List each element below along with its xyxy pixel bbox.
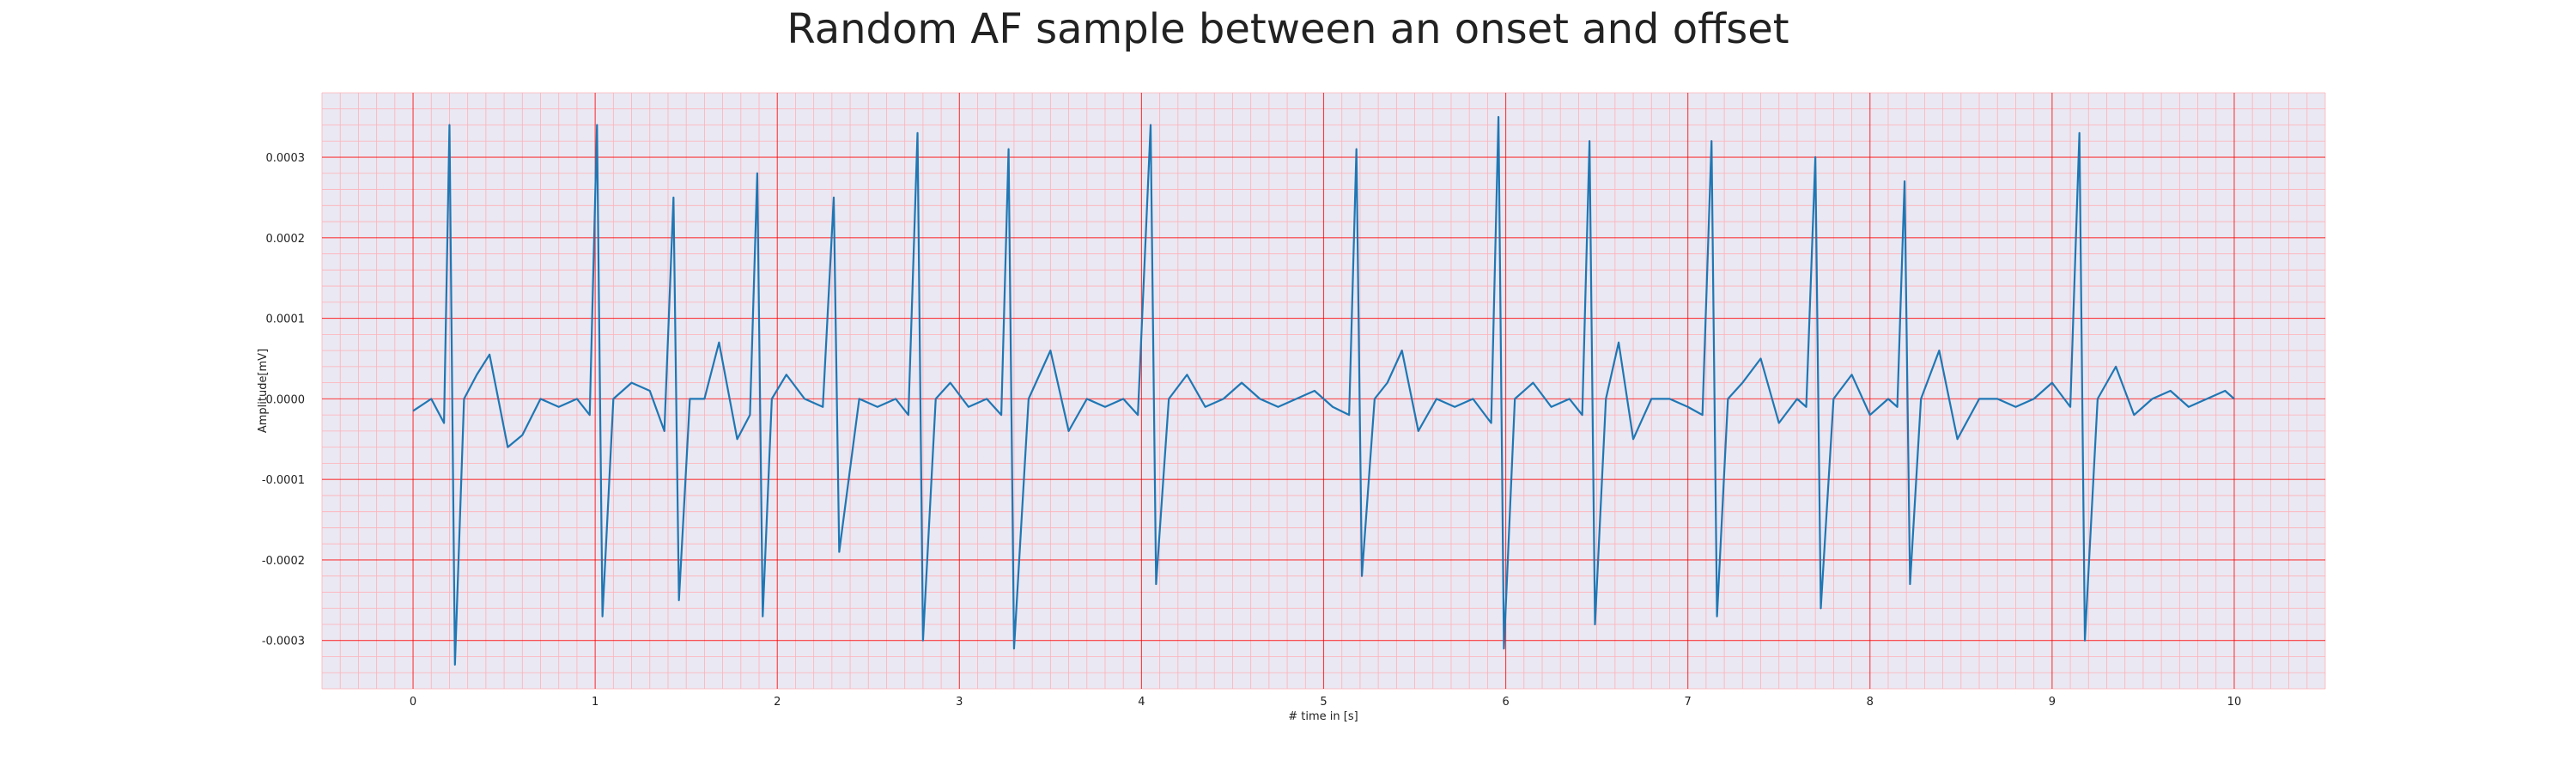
ecg-series-line: [412, 116, 2235, 666]
y-tick-label: 0.0001: [266, 313, 306, 326]
y-tick-label: 0.0003: [266, 152, 306, 165]
y-tick-label: -0.0003: [262, 636, 305, 648]
x-tick-label: 7: [1685, 696, 1692, 709]
x-axis-label: # time in [s]: [1288, 710, 1358, 723]
y-tick-label: 0.0000: [266, 393, 306, 406]
series-layer: [412, 116, 2235, 666]
ticks-layer: 0 1 2 3 4 5 6 7 8 9 10 -0.0003 -0.0002 -0.0001 0.0000 0…: [262, 152, 2241, 709]
y-axis-label: Amplitude[mV]: [257, 349, 270, 433]
chart-title: Random AF sample between an onset and of…: [787, 5, 1789, 53]
x-tick-label: 4: [1138, 696, 1145, 709]
x-tick-label: 6: [1502, 696, 1509, 709]
x-tick-label: 0: [410, 696, 416, 709]
x-tick-label: 10: [2227, 696, 2242, 709]
x-tick-label: 5: [1320, 696, 1327, 709]
x-tick-label: 9: [2049, 696, 2056, 709]
x-tick-label: 3: [956, 696, 963, 709]
y-tick-label: -0.0002: [262, 555, 305, 568]
x-tick-label: 1: [592, 696, 598, 709]
x-tick-label: 8: [1867, 696, 1874, 709]
y-tick-label: 0.0002: [266, 233, 306, 246]
major-grid: [322, 93, 2325, 689]
y-tick-label: -0.0001: [262, 474, 305, 487]
x-tick-label: 2: [774, 696, 781, 709]
